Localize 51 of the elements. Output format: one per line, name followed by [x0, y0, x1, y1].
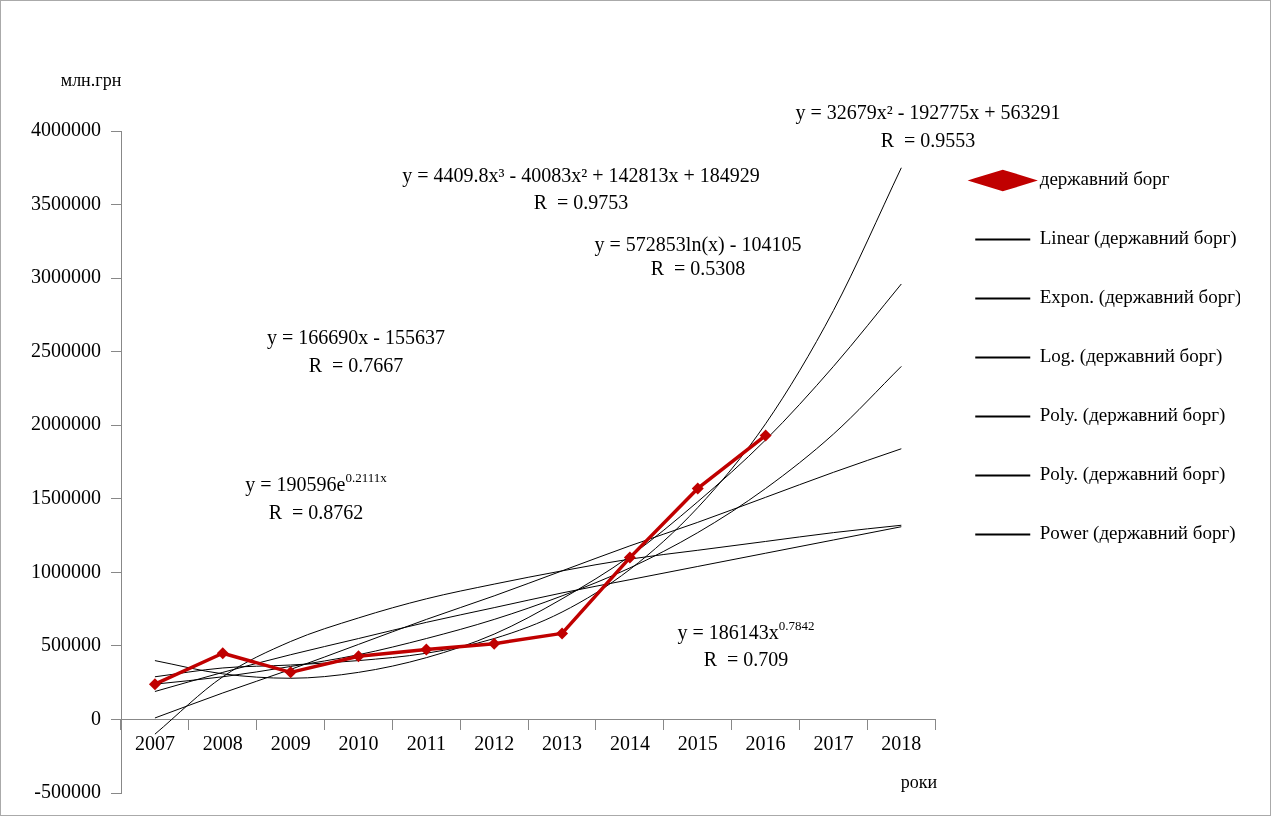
- y-tick-label: 2000000: [31, 412, 101, 435]
- y-tick-label: 1000000: [31, 559, 101, 582]
- x-tick-label: 2011: [406, 731, 446, 754]
- y-tick-label: 0: [91, 706, 101, 729]
- annotation: R = 0.8762: [268, 501, 364, 524]
- point: [691, 482, 704, 495]
- point: [148, 678, 161, 691]
- point: [284, 666, 297, 679]
- annotation: R = 0.9553: [880, 129, 976, 152]
- point: [556, 627, 569, 640]
- y-tick-label: 1500000: [31, 486, 101, 509]
- legend-label: Poly. (державний борг): [1039, 404, 1226, 427]
- y-tick-label: 3500000: [31, 191, 101, 214]
- legend-label: Linear (державний борг): [1039, 227, 1237, 250]
- text: y = 32679x² - 192775x + 563291: [795, 101, 1061, 125]
- annotation: R = 0.9753: [533, 191, 629, 214]
- point: [488, 637, 501, 650]
- annotation: y = 4409.8x³ - 40083x² + 142813x + 184929: [402, 164, 760, 188]
- x-tick-label: 2010: [338, 731, 379, 754]
- legend-label: Power (державний борг): [1039, 522, 1236, 545]
- annotation: y = 166690x - 155637: [267, 326, 445, 350]
- x-tick-label: 2009: [270, 731, 311, 754]
- y-tick-label: 500000: [41, 633, 101, 656]
- x-tick-label: 2016: [745, 731, 786, 754]
- x-tick-label: 2013: [542, 731, 583, 754]
- legend-label: державний борг: [1039, 168, 1170, 190]
- x-tick-label: 2018: [881, 731, 922, 754]
- point: [352, 650, 365, 663]
- y-axis-title: млн.грн: [60, 69, 122, 90]
- y-tick-label: 3000000: [31, 265, 101, 288]
- legend-label: Log. (державний борг): [1039, 345, 1223, 368]
- legend-label: Expon. (державний борг): [1039, 286, 1242, 309]
- legend-label: Poly. (державний борг): [1039, 463, 1226, 486]
- x-tick-label: 2017: [813, 731, 854, 754]
- point: [216, 647, 229, 660]
- x-axis-title: роки: [900, 771, 938, 792]
- annotation: R = 0.5308: [650, 257, 746, 280]
- x-tick-label: 2015: [677, 731, 718, 754]
- annotation: y = 572853ln(x) - 104105: [594, 233, 802, 257]
- annotation: R = 0.709: [703, 648, 789, 671]
- x-tick-label: 2012: [474, 731, 515, 754]
- x-tick-label: 2014: [609, 731, 650, 754]
- annotation: R = 0.7667: [308, 354, 404, 377]
- x-tick-label: 2008: [202, 731, 243, 754]
- y-tick-label: 2500000: [31, 338, 101, 361]
- x-tick-label: 2007: [134, 731, 175, 754]
- point: [623, 551, 636, 564]
- point: [759, 429, 772, 442]
- y-tick-label: -500000: [34, 780, 101, 803]
- point: [420, 643, 433, 656]
- y-tick-label: 4000000: [31, 118, 101, 141]
